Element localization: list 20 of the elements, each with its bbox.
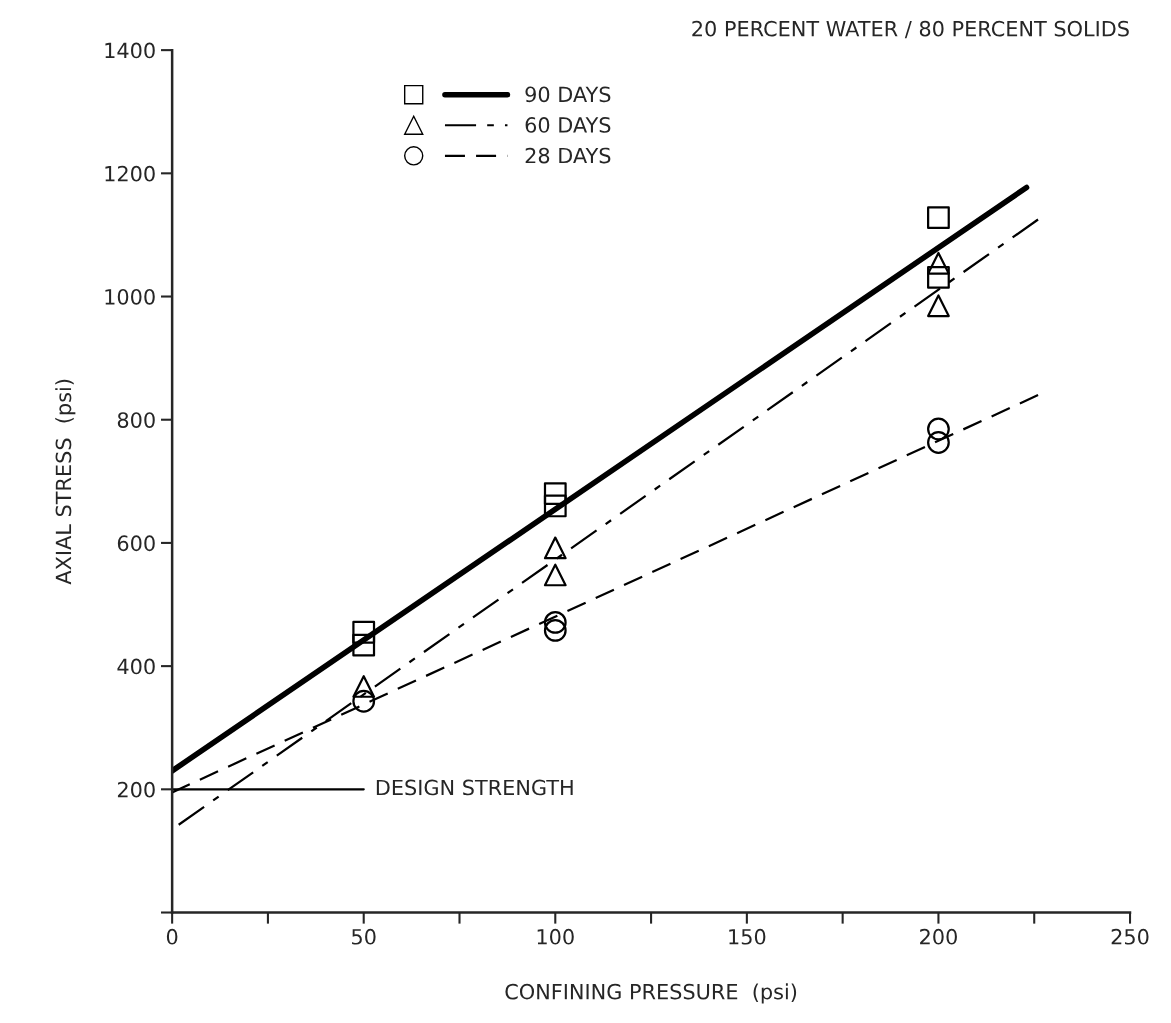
x-tick-label: 100 bbox=[537, 928, 574, 945]
y-tick-label: 400 bbox=[117, 658, 155, 675]
legend-label: 28 DAYS bbox=[525, 147, 611, 164]
y-tick-label: 600 bbox=[117, 535, 155, 552]
x-axis-title: CONFINING PRESSURE (psi) bbox=[505, 983, 797, 1004]
legend-label: 60 DAYS bbox=[525, 117, 611, 133]
y-axis-title: AXIAL STRESS (psi) bbox=[55, 379, 76, 585]
x-tick-label: 150 bbox=[729, 928, 766, 945]
y-tick-label: 1400 bbox=[105, 42, 155, 59]
y-tick-label: 800 bbox=[117, 412, 155, 428]
x-tick-label: 200 bbox=[920, 928, 957, 945]
annotation: DESIGN STRENGTH bbox=[376, 779, 573, 796]
y-tick-label: 1200 bbox=[105, 165, 155, 182]
legend-label: 90 DAYS bbox=[525, 86, 611, 103]
x-tick-label: 0 bbox=[166, 928, 178, 945]
y-tick-label: 200 bbox=[117, 781, 155, 798]
x-tick-label: 250 bbox=[1111, 928, 1149, 945]
y-tick-label: 1000 bbox=[105, 288, 155, 305]
x-tick-label: 50 bbox=[352, 928, 376, 945]
chart-title: 20 PERCENT WATER / 80 PERCENT SOLIDS bbox=[692, 20, 1129, 39]
